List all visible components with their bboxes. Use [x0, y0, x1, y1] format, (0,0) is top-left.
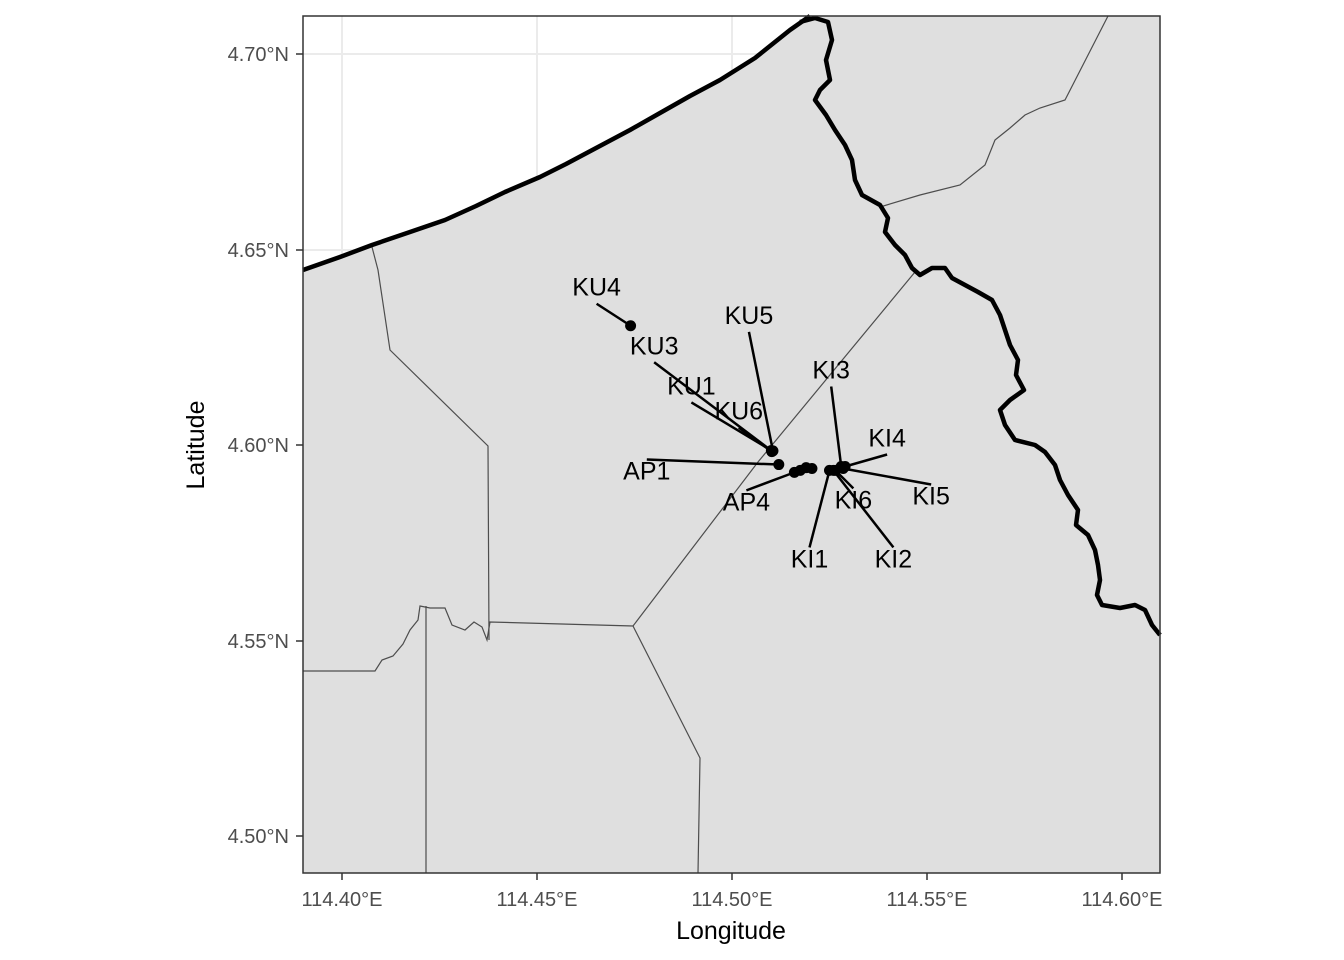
coastline	[302, 14, 812, 273]
district-borders	[303, 15, 1109, 874]
site-label: KI2	[875, 545, 913, 573]
site-label: KI6	[835, 486, 873, 514]
site-point	[806, 462, 818, 474]
y-axis: 4.70°N 4.65°N 4.60°N 4.55°N 4.50°N Latit…	[182, 44, 303, 848]
site-leader-line	[832, 469, 895, 549]
site-label: KU1	[667, 372, 716, 400]
y-tick-label: 4.65°N	[228, 240, 289, 262]
river-boundary	[799, 15, 1162, 637]
y-tick-label: 4.55°N	[228, 631, 289, 653]
y-tick-label: 4.50°N	[228, 826, 289, 848]
site-point	[773, 459, 785, 471]
site-leader-line	[646, 458, 779, 466]
x-tick-label: 114.55°E	[886, 889, 967, 911]
site-point	[766, 446, 778, 458]
land-area	[303, 16, 1160, 873]
site-label: AP1	[623, 458, 670, 486]
site-leader-line	[808, 470, 831, 548]
major-borders	[302, 14, 1162, 637]
site-leader-line	[738, 426, 773, 453]
site-label: KI5	[912, 482, 950, 510]
site-label: AP4	[723, 488, 770, 516]
x-tick-label: 114.40°E	[301, 889, 382, 911]
site-label: KU6	[714, 398, 763, 426]
x-tick-label: 114.45°E	[496, 889, 577, 911]
site-point	[625, 320, 637, 332]
site-label: KU5	[725, 302, 774, 330]
site-label: KI1	[791, 545, 829, 573]
x-axis-title: Longitude	[676, 917, 786, 945]
x-axis: 114.40°E 114.45°E 114.50°E 114.55°E 114.…	[301, 873, 1163, 945]
site-label: KI3	[812, 357, 850, 385]
site-label: KU3	[630, 332, 679, 360]
site-leader-line	[747, 331, 775, 452]
x-tick-label: 114.60°E	[1081, 889, 1162, 911]
y-tick-label: 4.60°N	[228, 435, 289, 457]
y-axis-title: Latitude	[182, 401, 210, 490]
site-label: KI4	[868, 425, 906, 453]
site-leader-line	[595, 302, 632, 327]
site-leader-line	[842, 467, 932, 486]
y-tick-label: 4.70°N	[228, 44, 289, 66]
x-tick-label: 114.50°E	[691, 889, 772, 911]
site-label: KU4	[572, 274, 621, 302]
site-leader-line	[745, 471, 795, 492]
site-leader-line	[829, 386, 843, 467]
site-point	[827, 464, 839, 476]
site-leader-line	[844, 453, 888, 468]
map-panel	[302, 14, 1162, 874]
